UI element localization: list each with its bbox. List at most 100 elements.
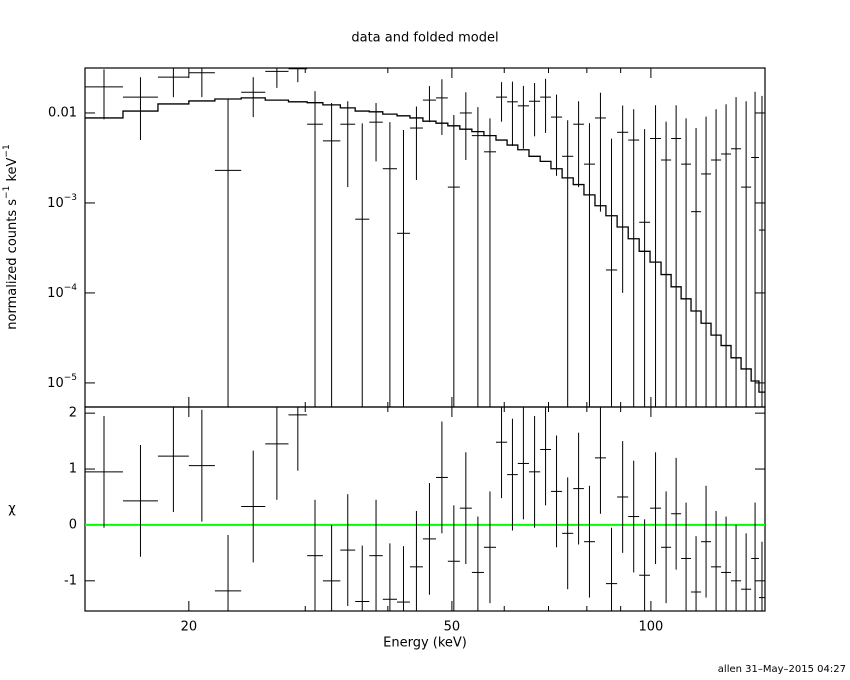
data-point xyxy=(711,109,722,407)
data-point xyxy=(85,69,123,120)
tick-base: 10 xyxy=(47,195,64,210)
residual-point xyxy=(731,524,742,611)
data-point xyxy=(382,122,398,407)
data-point xyxy=(435,79,448,135)
chart-title: data and folded model xyxy=(351,31,498,46)
data-point xyxy=(517,85,529,149)
x-tick-label: 100 xyxy=(638,620,663,635)
y-tick-label: 10−5 xyxy=(47,372,77,390)
residual-point xyxy=(517,407,529,520)
residual-point xyxy=(382,543,398,611)
residual-point xyxy=(661,491,672,604)
data-point xyxy=(241,77,266,118)
data-point xyxy=(550,94,563,176)
data-point xyxy=(307,91,323,407)
y-axis-label: normalized counts s−1 keV−1 xyxy=(2,144,20,329)
model-step xyxy=(85,97,765,393)
data-point xyxy=(594,92,606,212)
residual-point xyxy=(188,409,215,522)
residual-point xyxy=(751,502,759,611)
data-point xyxy=(214,98,242,407)
residual-point xyxy=(322,524,341,611)
data-point xyxy=(671,105,682,407)
label-part: normalized counts s xyxy=(5,199,20,330)
y-tick-label: -1 xyxy=(64,573,77,588)
residual-point xyxy=(639,519,651,611)
residual-point xyxy=(550,435,563,548)
residual-point xyxy=(721,516,732,611)
data-point xyxy=(639,129,651,407)
residual-point xyxy=(471,516,484,611)
residual-point xyxy=(562,477,574,590)
tick-base: 10 xyxy=(47,285,64,300)
data-point xyxy=(322,103,341,407)
residual-point xyxy=(583,485,595,598)
residual-point xyxy=(241,450,266,563)
residual-point xyxy=(459,452,472,565)
data-point xyxy=(691,128,702,407)
residual-point xyxy=(265,407,289,500)
data-point xyxy=(628,109,640,407)
residual-point xyxy=(681,502,692,611)
residual-point xyxy=(617,441,629,553)
y-axis-label: χ xyxy=(8,502,16,517)
data-point xyxy=(355,123,370,407)
residual-point xyxy=(691,536,702,611)
residual-point xyxy=(758,541,765,611)
data-point xyxy=(528,83,541,137)
tick-exponent: −4 xyxy=(64,282,78,292)
tick-exponent: −3 xyxy=(64,192,77,202)
y-tick-label: 1 xyxy=(69,462,77,477)
data-point xyxy=(483,118,496,407)
plot-frame xyxy=(84,406,766,612)
residual-point xyxy=(605,527,618,611)
x-axis-label: Energy (keV) xyxy=(383,636,467,651)
tick-base: 10 xyxy=(47,375,64,390)
label-part: keV xyxy=(5,157,20,185)
data-point xyxy=(495,82,508,122)
data-point xyxy=(701,116,712,407)
data-point xyxy=(650,105,662,407)
residual-point xyxy=(628,460,640,573)
residual-point xyxy=(307,499,323,611)
data-point xyxy=(507,81,518,146)
data-point xyxy=(288,68,308,83)
data-point xyxy=(583,123,595,407)
y-tick-label: 0 xyxy=(69,517,77,532)
data-point xyxy=(751,91,759,407)
residual-point xyxy=(540,407,551,506)
residual-point xyxy=(355,545,370,611)
residual-point xyxy=(447,505,460,611)
data-point xyxy=(731,97,742,407)
data-point xyxy=(422,86,436,123)
residual-point xyxy=(435,421,448,534)
residual-point xyxy=(573,432,584,545)
y-tick-label: 0.01 xyxy=(48,105,77,120)
data-point xyxy=(661,121,672,407)
plot-frame xyxy=(84,67,766,408)
residual-point xyxy=(340,494,356,606)
label-part: −1 xyxy=(2,186,12,199)
residual-point xyxy=(594,407,606,514)
x-tick-label: 50 xyxy=(444,620,461,635)
residual-point xyxy=(369,499,383,611)
data-point xyxy=(573,101,584,188)
tick-exponent: −5 xyxy=(64,372,77,382)
data-point xyxy=(605,138,618,407)
data-point xyxy=(122,77,158,141)
data-point xyxy=(369,103,383,162)
data-point xyxy=(157,68,189,98)
data-point xyxy=(681,118,692,407)
residual-point xyxy=(122,445,158,557)
residual-point xyxy=(507,418,518,531)
x-tick-label: 20 xyxy=(181,620,198,635)
footer: allen 31–May–2015 04:27 xyxy=(718,664,846,675)
residual-point xyxy=(288,407,308,471)
data-point xyxy=(459,92,472,161)
data-point xyxy=(758,95,765,407)
data-point xyxy=(562,120,574,407)
data-point xyxy=(741,101,752,407)
data-point xyxy=(188,68,215,98)
